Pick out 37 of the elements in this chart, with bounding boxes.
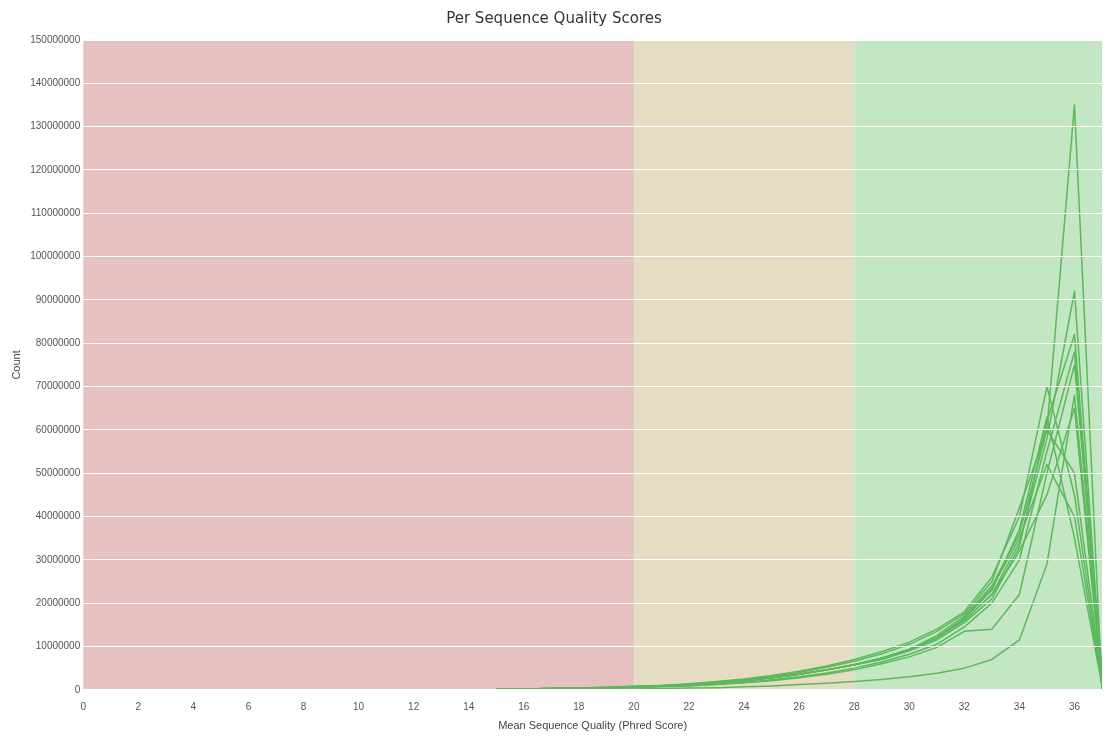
x-tick-label: 2	[135, 700, 142, 712]
y-tick-label: 20000000	[35, 596, 81, 608]
y-tick-label: 80000000	[35, 336, 81, 348]
y-tick-label: 60000000	[35, 423, 81, 435]
x-tick-label: 24	[738, 700, 751, 712]
x-tick-label: 10	[353, 700, 365, 712]
y-tick-label: 30000000	[35, 553, 81, 565]
chart-title: Per Sequence Quality Scores	[446, 8, 662, 27]
y-tick-label: 10000000	[35, 640, 81, 652]
y-tick-label: 40000000	[35, 510, 81, 522]
x-tick-label: 4	[190, 700, 197, 712]
y-tick-label: 100000000	[30, 250, 81, 262]
x-tick-label: 28	[848, 700, 861, 712]
x-tick-label: 20	[628, 700, 640, 712]
y-tick-label: 150000000	[30, 33, 81, 45]
y-tick-label: 70000000	[35, 380, 81, 392]
x-tick-label: 30	[903, 700, 916, 712]
y-tick-label: 50000000	[35, 466, 81, 478]
x-tick-label: 6	[245, 700, 252, 712]
y-axis-title: Count	[9, 350, 22, 380]
x-tick-label: 22	[683, 700, 695, 712]
y-tick-label: 110000000	[30, 207, 81, 219]
x-tick-label: 34	[1013, 700, 1026, 712]
y-tick-label: 120000000	[30, 163, 81, 175]
x-tick-label: 32	[958, 700, 971, 712]
x-tick-label: 14	[463, 700, 475, 712]
x-axis-title: Mean Sequence Quality (Phred Score)	[498, 719, 688, 732]
x-tick-label: 8	[300, 700, 307, 712]
x-tick-label: 12	[408, 700, 420, 712]
x-tick-label: 36	[1068, 700, 1081, 712]
y-tick-label: 0	[74, 683, 81, 695]
x-tick-label: 26	[793, 700, 806, 712]
x-tick-label: 16	[518, 700, 530, 712]
x-tick-label: 18	[573, 700, 585, 712]
y-tick-label: 130000000	[30, 120, 81, 132]
y-tick-label: 140000000	[30, 77, 81, 89]
y-tick-label: 90000000	[35, 293, 81, 305]
